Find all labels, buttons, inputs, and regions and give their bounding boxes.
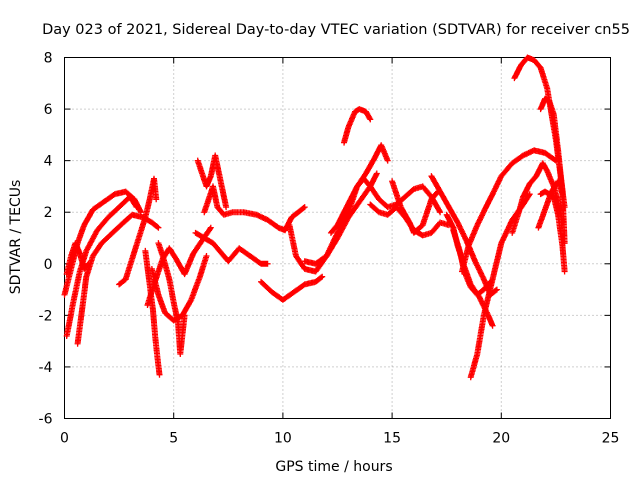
y-tick-label: -2 [39, 308, 53, 324]
series-markers [258, 273, 326, 303]
x-tick-labels: 0 5 10 15 20 25 [60, 431, 619, 447]
axis-ticks [64, 57, 611, 419]
series-track-p [341, 106, 374, 146]
series-track-t [428, 173, 500, 298]
series-track-s [389, 178, 441, 236]
series-markers [201, 183, 308, 234]
data-series [61, 54, 568, 381]
series-track-m [258, 273, 326, 303]
x-tick-label: 10 [274, 431, 292, 447]
x-axis-label: GPS time / hours [275, 459, 392, 475]
series-track-i [144, 224, 214, 309]
series-track-e [116, 175, 160, 288]
series-track-j [192, 229, 271, 267]
x-tick-label: 20 [492, 431, 510, 447]
plot-frame [64, 57, 611, 419]
series-track-ab [537, 188, 568, 275]
series-track-ac [535, 178, 566, 231]
series-track-k [194, 152, 230, 211]
series-track-l [201, 183, 308, 234]
x-tick-label: 15 [383, 431, 401, 447]
series-markers [428, 173, 500, 298]
y-tick-labels: -6 -4 -2 0 2 4 6 8 [39, 51, 53, 428]
chart-title: Day 023 of 2021, Sidereal Day-to-day VTE… [42, 22, 630, 38]
series-markers [341, 106, 374, 146]
x-tick-label: 5 [169, 431, 178, 447]
series-track-q [327, 175, 444, 236]
y-tick-label: -4 [39, 360, 53, 376]
y-axis-label: SDTVAR / TECUs [8, 180, 24, 295]
grid-lines [64, 57, 611, 419]
y-tick-label: 4 [44, 154, 53, 170]
series-track-x [458, 147, 559, 275]
y-tick-label: -6 [39, 412, 53, 428]
series-markers [194, 152, 230, 211]
series-markers [286, 170, 380, 275]
series-track-d [63, 240, 92, 278]
y-tick-label: 8 [44, 51, 53, 67]
y-tick-label: 0 [44, 257, 53, 273]
y-tick-label: 2 [44, 205, 53, 221]
series-track-n [286, 170, 380, 275]
x-tick-label: 0 [60, 431, 69, 447]
x-tick-label: 25 [602, 431, 620, 447]
y-tick-label: 6 [44, 102, 53, 118]
